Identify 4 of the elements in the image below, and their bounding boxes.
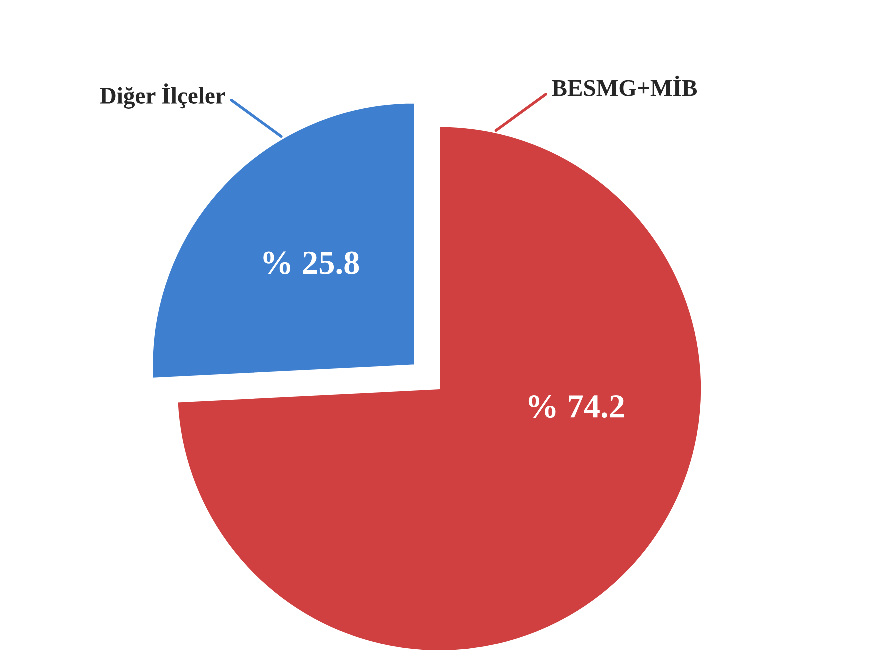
data-label: % 74.2 <box>528 395 624 418</box>
slice-label: BESMG+MİB <box>552 76 698 96</box>
slice-label: Diğer İlçeler <box>100 84 226 109</box>
data-label: % 25.8 <box>264 252 360 274</box>
